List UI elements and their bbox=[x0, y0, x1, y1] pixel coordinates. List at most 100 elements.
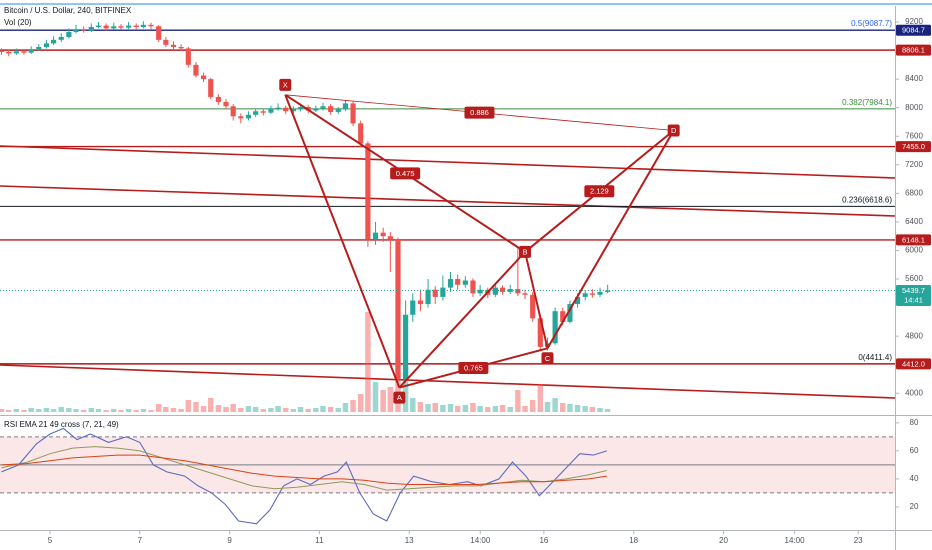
volume-bar bbox=[275, 406, 281, 412]
candle-body bbox=[492, 287, 498, 295]
pattern-leg bbox=[284, 94, 401, 388]
candle-body bbox=[253, 111, 259, 115]
volume-bar bbox=[372, 382, 379, 412]
volume-bar bbox=[252, 407, 259, 412]
volume-bar bbox=[537, 384, 544, 412]
candle-body bbox=[36, 46, 42, 50]
volume-bar bbox=[507, 407, 513, 412]
pattern-leg bbox=[524, 251, 549, 349]
rsi-y-tick-label: 80 bbox=[910, 418, 919, 427]
volume-label: Vol (20) bbox=[4, 18, 32, 27]
candle-body bbox=[470, 280, 476, 294]
volume-bar bbox=[515, 390, 521, 412]
volume-bar bbox=[163, 407, 169, 412]
pattern-point-label: B bbox=[523, 247, 528, 256]
pattern-point-badge bbox=[519, 245, 532, 258]
volume-bar bbox=[410, 398, 416, 412]
volume-bar bbox=[73, 409, 79, 412]
candle-body bbox=[560, 311, 566, 322]
volume-bar bbox=[230, 404, 236, 412]
candle-body bbox=[395, 239, 401, 380]
candle-body bbox=[365, 143, 371, 240]
y-tick-label: 8000 bbox=[905, 103, 923, 112]
candle-body bbox=[13, 51, 19, 54]
price-badge bbox=[896, 44, 931, 56]
candle-body bbox=[275, 107, 281, 109]
volume-bar bbox=[327, 407, 334, 412]
candle-body bbox=[238, 116, 244, 119]
candle-body bbox=[230, 106, 236, 117]
volume-bar bbox=[208, 398, 214, 412]
candle-body bbox=[133, 25, 139, 27]
candle-body bbox=[574, 296, 581, 305]
volume-bar bbox=[387, 387, 394, 412]
ratio-badge bbox=[584, 185, 615, 198]
volume-bar bbox=[13, 409, 20, 412]
volume-bar bbox=[245, 406, 252, 412]
price-badge-label: 6148.1 bbox=[902, 235, 925, 244]
volume-bar bbox=[432, 403, 438, 412]
pattern-point-label: D bbox=[671, 126, 677, 135]
rsi-y-tick-label: 20 bbox=[910, 502, 919, 511]
pattern-point-label: A bbox=[397, 393, 402, 402]
volume-bar bbox=[148, 410, 154, 412]
candle-body bbox=[283, 107, 289, 112]
rsi-background bbox=[0, 436, 895, 494]
volume-bar bbox=[470, 403, 476, 412]
candle-body bbox=[335, 109, 341, 112]
volume-bar bbox=[357, 394, 364, 412]
candle-body bbox=[552, 311, 558, 344]
candle-body bbox=[126, 25, 132, 28]
rsi-line bbox=[1, 446, 607, 491]
candle-body bbox=[88, 26, 94, 31]
candle-body bbox=[328, 106, 334, 112]
volume-bar bbox=[21, 410, 27, 412]
rsi-y-tick-label: 60 bbox=[910, 446, 919, 455]
volume-bar bbox=[80, 410, 87, 412]
trend-line bbox=[0, 364, 895, 399]
x-tick-label: 7 bbox=[138, 536, 143, 545]
volume-bar bbox=[200, 406, 207, 412]
candle-body bbox=[597, 291, 603, 295]
x-tick-label: 14:00 bbox=[785, 536, 806, 545]
candle-body bbox=[462, 280, 468, 285]
volume-bar bbox=[43, 408, 50, 412]
pattern-point-badge bbox=[541, 352, 554, 365]
price-badge-label: 9084.7 bbox=[902, 26, 925, 35]
volume-bar bbox=[118, 410, 124, 412]
candle-body bbox=[178, 46, 184, 49]
volume-bar bbox=[238, 408, 244, 412]
volume-bar bbox=[223, 407, 229, 412]
ratio-label: 0.475 bbox=[396, 169, 415, 178]
y-tick-label: 8400 bbox=[905, 74, 923, 83]
candle-body bbox=[200, 75, 207, 80]
volume-bar bbox=[66, 408, 72, 412]
ratio-label: 2.129 bbox=[590, 187, 609, 196]
volume-bar bbox=[5, 410, 12, 412]
pattern-leg bbox=[546, 130, 675, 349]
volume-bar bbox=[58, 407, 64, 412]
volume-bar bbox=[417, 402, 424, 412]
pattern-leg bbox=[398, 251, 526, 389]
pattern-point-badge bbox=[393, 391, 406, 404]
candle-body bbox=[111, 26, 117, 29]
candle-body bbox=[118, 26, 124, 28]
candle-body bbox=[342, 103, 349, 110]
candle-body bbox=[215, 96, 221, 102]
volume-bar bbox=[604, 409, 611, 412]
candle-body bbox=[245, 114, 252, 119]
y-tick-label: 5600 bbox=[905, 274, 923, 283]
candle-body bbox=[425, 289, 431, 305]
candle-body bbox=[530, 294, 536, 319]
ratio-badge bbox=[390, 167, 421, 180]
candle-body bbox=[95, 25, 102, 27]
volume-bar bbox=[335, 408, 341, 412]
price-badge-label: 7455.0 bbox=[902, 142, 925, 151]
volume-bar bbox=[193, 402, 199, 412]
axes: 9200 8400 8000 7600 7200 6800 6400 6000 5600 4800… bbox=[0, 6, 932, 550]
candle-body bbox=[290, 109, 296, 112]
volume-bar bbox=[342, 403, 349, 412]
volume-bar bbox=[582, 406, 588, 412]
candle-body bbox=[58, 36, 64, 40]
